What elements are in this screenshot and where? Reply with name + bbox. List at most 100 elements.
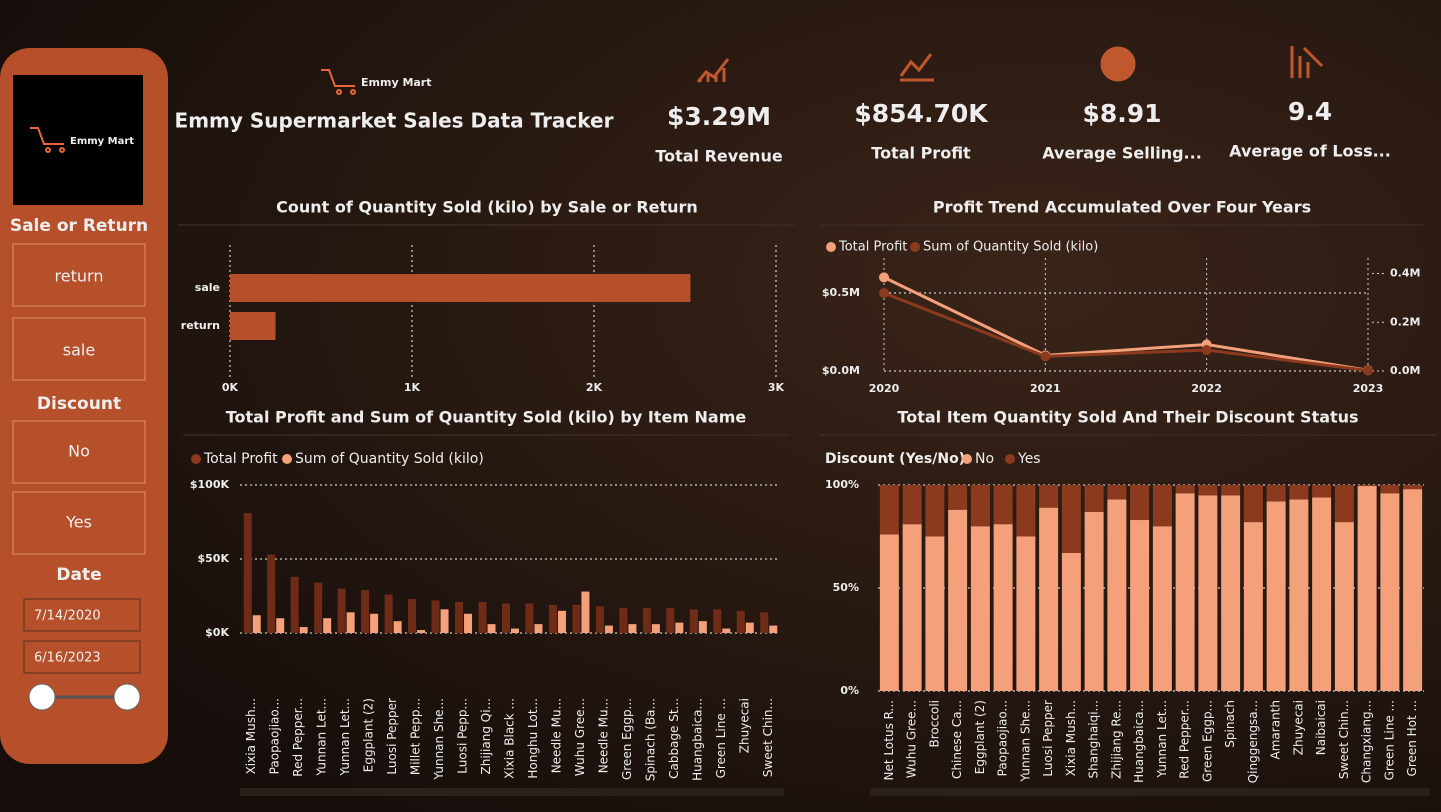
bar[interactable] <box>464 613 473 633</box>
point[interactable] <box>1363 365 1373 376</box>
bar-segment[interactable] <box>1084 485 1104 512</box>
bar[interactable] <box>713 609 722 633</box>
bar-segment[interactable] <box>1198 485 1218 496</box>
bar[interactable] <box>487 624 496 633</box>
bar-segment[interactable] <box>993 524 1013 691</box>
bar[interactable] <box>478 601 487 633</box>
date-boxes[interactable] <box>23 598 141 674</box>
bar[interactable] <box>675 622 684 633</box>
bar-segment[interactable] <box>1403 485 1423 490</box>
bar[interactable] <box>417 630 426 633</box>
bar-segment[interactable] <box>1152 526 1172 691</box>
bar[interactable] <box>502 603 510 633</box>
bar[interactable] <box>299 627 308 633</box>
bar-segment[interactable] <box>1243 522 1263 691</box>
scrollbar[interactable] <box>870 788 1430 796</box>
bar-segment[interactable] <box>879 485 899 535</box>
bar-segment[interactable] <box>1289 499 1309 691</box>
bar-segment[interactable] <box>1061 552 1081 691</box>
bar[interactable] <box>666 607 675 633</box>
bar[interactable] <box>384 594 393 633</box>
bar-segment[interactable] <box>1175 485 1195 494</box>
bar[interactable] <box>572 604 581 633</box>
bar-segment[interactable] <box>1175 493 1195 691</box>
point[interactable] <box>1201 345 1212 356</box>
bar[interactable] <box>408 598 417 633</box>
bar[interactable] <box>736 610 745 633</box>
bar[interactable] <box>276 618 285 633</box>
bar[interactable] <box>323 618 332 633</box>
bar[interactable] <box>689 609 698 633</box>
bar-segment[interactable] <box>1357 485 1377 487</box>
bar[interactable] <box>252 615 261 633</box>
bar-segment[interactable] <box>1039 485 1059 508</box>
bar[interactable] <box>619 607 628 633</box>
bar-segment[interactable] <box>1107 485 1127 500</box>
bar[interactable] <box>745 622 754 633</box>
bar-segment[interactable] <box>1334 522 1354 691</box>
bar[interactable] <box>722 628 731 633</box>
bar[interactable] <box>642 607 651 633</box>
bar[interactable] <box>769 625 778 633</box>
bar-segment[interactable] <box>1266 501 1286 691</box>
filter-boxes[interactable] <box>12 243 146 555</box>
bar[interactable] <box>230 312 276 340</box>
bar[interactable] <box>440 609 449 633</box>
scrollbar[interactable] <box>240 788 784 796</box>
bar-segment[interactable] <box>1380 485 1400 494</box>
bar-segment[interactable] <box>1016 536 1036 692</box>
bar-segment[interactable] <box>879 534 899 691</box>
bar-segment[interactable] <box>1403 489 1423 691</box>
bar-segment[interactable] <box>902 485 922 525</box>
bar[interactable] <box>267 554 276 633</box>
bar-segment[interactable] <box>1334 485 1354 523</box>
bar[interactable] <box>370 613 379 633</box>
bar-segment[interactable] <box>925 536 945 692</box>
bar[interactable] <box>290 576 299 633</box>
bar-segment[interactable] <box>902 524 922 691</box>
bar-segment[interactable] <box>970 485 990 527</box>
bar[interactable] <box>698 621 707 633</box>
bar-segment[interactable] <box>948 509 968 691</box>
bar[interactable] <box>651 624 660 633</box>
bar-segment[interactable] <box>1061 485 1081 553</box>
slider-handle[interactable] <box>113 683 141 711</box>
bar[interactable] <box>604 625 613 633</box>
bar-segment[interactable] <box>1084 511 1104 691</box>
bar-segment[interactable] <box>1312 497 1332 691</box>
bar-segment[interactable] <box>1221 485 1241 496</box>
bar-segment[interactable] <box>1107 499 1127 691</box>
bar-segment[interactable] <box>1380 493 1400 691</box>
bar-segment[interactable] <box>1312 485 1332 498</box>
bar-segment[interactable] <box>948 485 968 510</box>
bar-segment[interactable] <box>970 526 990 691</box>
bar-segment[interactable] <box>1243 485 1263 523</box>
bar[interactable] <box>393 621 402 633</box>
bar[interactable] <box>431 600 440 633</box>
bar[interactable] <box>581 591 590 633</box>
bar-segment[interactable] <box>1221 495 1241 691</box>
bar[interactable] <box>511 628 519 633</box>
bar[interactable] <box>557 610 566 633</box>
bar[interactable] <box>548 604 557 633</box>
point[interactable] <box>879 272 889 283</box>
bar-segment[interactable] <box>1130 485 1150 521</box>
bar[interactable] <box>361 590 370 633</box>
bar[interactable] <box>314 582 323 633</box>
point[interactable] <box>1040 351 1051 362</box>
bar[interactable] <box>525 603 534 633</box>
bar[interactable] <box>243 513 252 633</box>
bar-segment[interactable] <box>1130 520 1150 691</box>
bar[interactable] <box>760 612 769 633</box>
bar-segment[interactable] <box>1289 485 1309 500</box>
bar[interactable] <box>337 588 346 633</box>
bar-segment[interactable] <box>993 485 1013 525</box>
bar-segment[interactable] <box>1039 507 1059 691</box>
point[interactable] <box>879 288 889 298</box>
bar[interactable] <box>534 624 543 633</box>
slider-handle[interactable] <box>28 683 56 711</box>
bar[interactable] <box>628 624 637 633</box>
bar[interactable] <box>346 612 355 633</box>
bar-segment[interactable] <box>1152 485 1172 527</box>
bar[interactable] <box>455 601 464 633</box>
